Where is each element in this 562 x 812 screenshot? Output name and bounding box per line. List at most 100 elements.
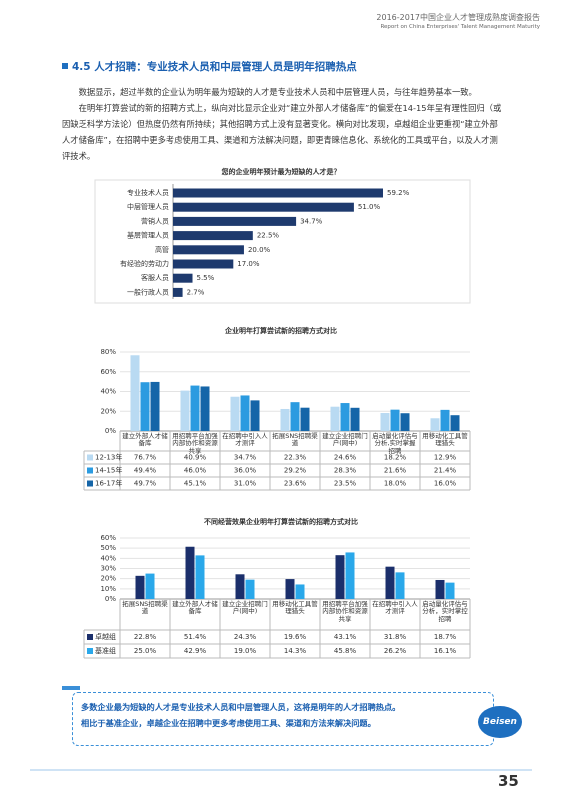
chart-title: 您的企业明年预计最为短缺的人才是？ bbox=[222, 167, 341, 176]
table-value: 31.8% bbox=[384, 633, 407, 641]
callout-tab bbox=[62, 686, 80, 690]
table-value: 18.7% bbox=[434, 633, 457, 641]
legend-label: 16-17年 bbox=[95, 479, 122, 488]
y-tick-label: 高管 bbox=[155, 245, 169, 254]
x-tick-label: 启动量化评估与分析，实时掌控招聘 bbox=[422, 600, 468, 623]
x-tick-label: 用移动化工具管理猎头 bbox=[272, 600, 318, 616]
bar bbox=[395, 572, 405, 599]
bar bbox=[345, 552, 355, 599]
bullet bbox=[62, 63, 68, 69]
legend-label: 卓越组 bbox=[95, 632, 116, 641]
y-tick-label: 0% bbox=[105, 595, 116, 603]
table-value: 21.4% bbox=[434, 467, 457, 475]
y-tick-label: 营销人员 bbox=[141, 216, 169, 225]
section-title: 4.5 人才招聘：专业技术人员和中层管理人员是明年招聘热点 bbox=[72, 61, 357, 73]
bar bbox=[235, 574, 245, 599]
header-title: 2016-2017中国企业人才管理成熟度调查报告 bbox=[376, 13, 540, 22]
bar bbox=[135, 575, 145, 599]
bar bbox=[280, 408, 290, 431]
data-label: 51.0% bbox=[358, 203, 381, 211]
bar bbox=[240, 395, 250, 431]
table-value: 18.0% bbox=[384, 480, 407, 488]
bar bbox=[295, 584, 305, 599]
header-subtitle: Report on China Enterprises' Talent Mana… bbox=[380, 24, 540, 30]
bar bbox=[340, 403, 350, 431]
table-value: 26.2% bbox=[384, 647, 407, 655]
bar bbox=[173, 259, 234, 269]
x-tick-label: 建立外部人才储备库 bbox=[172, 600, 218, 616]
bar bbox=[335, 555, 345, 599]
bar bbox=[190, 385, 200, 431]
data-label: 17.0% bbox=[237, 260, 260, 268]
legend-swatch bbox=[87, 467, 93, 474]
table-value: 49.7% bbox=[134, 480, 157, 488]
table-value: 22.8% bbox=[134, 633, 157, 641]
bar bbox=[140, 382, 150, 431]
data-label: 5.5% bbox=[197, 274, 215, 282]
bar bbox=[173, 245, 244, 255]
data-label: 2.7% bbox=[187, 288, 205, 296]
x-tick-label: 用移动化工具管理猎头 bbox=[422, 432, 468, 448]
bar bbox=[350, 407, 360, 431]
page-number: 35 bbox=[498, 772, 519, 790]
table-value: 34.7% bbox=[234, 454, 257, 462]
data-label: 22.5% bbox=[257, 232, 280, 240]
y-tick-label: 10% bbox=[100, 585, 116, 593]
table-value: 45.8% bbox=[334, 647, 357, 655]
y-tick-label: 40% bbox=[100, 554, 116, 562]
bar bbox=[130, 355, 140, 431]
bar bbox=[400, 413, 410, 431]
callout: 多数企业最为短缺的人才是专业技术人员和中层管理人员，这将是明年的人才招聘热点。 … bbox=[72, 692, 494, 746]
table-value: 23.6% bbox=[284, 480, 307, 488]
table-value: 18.2% bbox=[384, 454, 407, 462]
legend-swatch bbox=[87, 634, 93, 640]
bar bbox=[390, 409, 400, 431]
x-tick-label: 拓展SNS招聘渠道 bbox=[272, 432, 318, 448]
chart-frame bbox=[94, 179, 471, 304]
bar bbox=[430, 418, 440, 431]
table-value: 46.0% bbox=[184, 467, 207, 475]
table-value: 25.0% bbox=[134, 647, 157, 655]
bar bbox=[445, 582, 455, 599]
table-value: 51.4% bbox=[184, 633, 207, 641]
bar bbox=[173, 202, 354, 212]
legend-swatch bbox=[87, 454, 93, 461]
bar bbox=[195, 555, 205, 599]
legend-swatch bbox=[87, 648, 93, 654]
bar bbox=[173, 216, 297, 226]
table-value: 22.3% bbox=[284, 454, 307, 462]
data-label: 20.0% bbox=[248, 246, 271, 254]
legend-label: 14-15年 bbox=[95, 466, 122, 475]
bar bbox=[300, 407, 310, 431]
chart-title: 不同经营效果企业明年打算尝试新的招聘方式对比 bbox=[204, 517, 358, 526]
bar bbox=[173, 273, 193, 283]
table-value: 12.9% bbox=[434, 454, 457, 462]
bar bbox=[380, 413, 390, 431]
y-tick-label: 有经验的劳动力 bbox=[120, 259, 169, 268]
table-value: 16.0% bbox=[434, 480, 457, 488]
bar bbox=[173, 188, 383, 198]
paragraph: 在明年打算尝试的新的招聘方式上，纵向对比显示企业对“建立外部人才储备库”的偏爱在… bbox=[62, 103, 502, 161]
y-tick-label: 中层管理人员 bbox=[127, 202, 169, 211]
table-value: 28.3% bbox=[334, 467, 357, 475]
legend-swatch bbox=[87, 480, 93, 487]
bar bbox=[200, 386, 210, 431]
bar bbox=[180, 390, 190, 431]
x-tick-label: 在招聘中引入人才测评 bbox=[222, 432, 268, 448]
x-tick-label: 建立企业招聘门户(网中) bbox=[222, 600, 268, 616]
table-value: 24.3% bbox=[234, 633, 257, 641]
table-value: 24.6% bbox=[334, 454, 357, 462]
x-tick-label: 在招聘中引入人才测评 bbox=[372, 600, 418, 616]
bar bbox=[230, 396, 240, 431]
table-value: 42.9% bbox=[184, 647, 207, 655]
table-value: 43.1% bbox=[334, 633, 357, 641]
bar bbox=[173, 231, 253, 241]
y-tick-label: 专业技术人员 bbox=[127, 188, 169, 197]
y-tick-label: 30% bbox=[100, 565, 116, 573]
table-value: 31.0% bbox=[234, 480, 257, 488]
table-value: 40.9% bbox=[184, 454, 207, 462]
bar bbox=[150, 381, 160, 431]
table-value: 29.2% bbox=[284, 467, 307, 475]
table-value: 14.3% bbox=[284, 647, 307, 655]
